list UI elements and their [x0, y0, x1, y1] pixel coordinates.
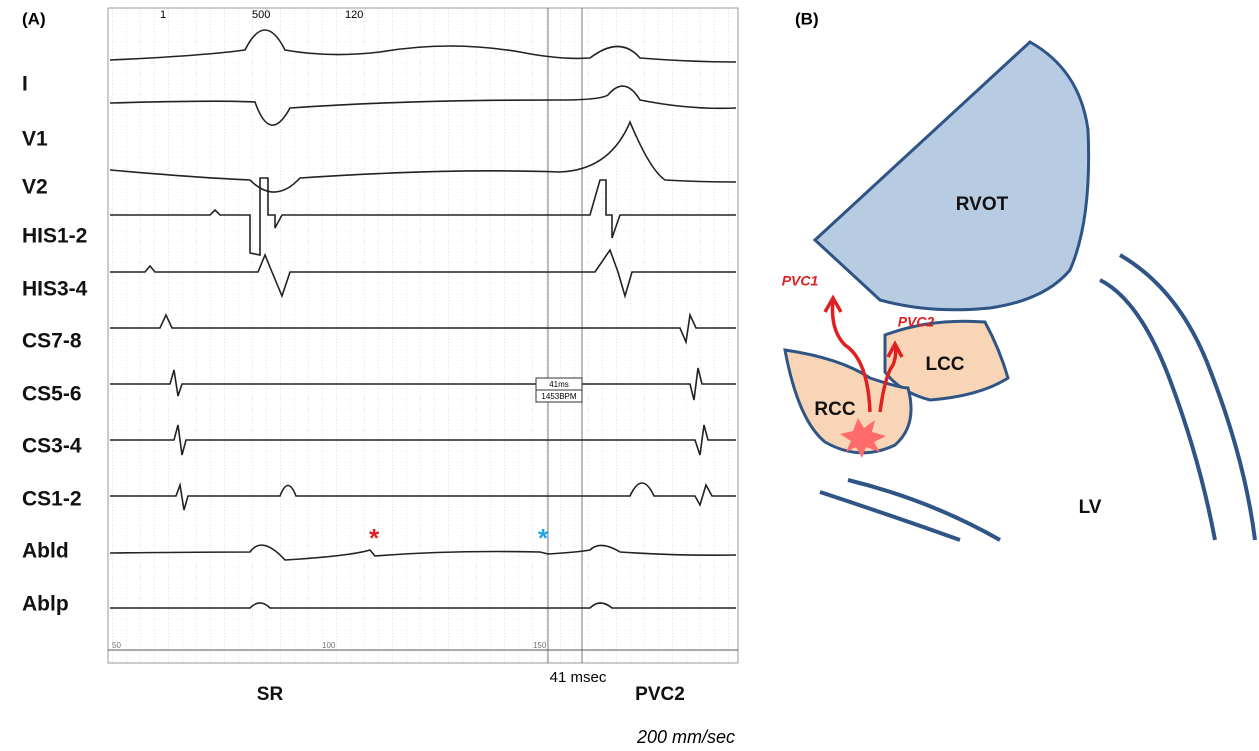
panel-label: (B): [795, 9, 819, 28]
panel-b: (B) PVC1 PVC2 RVOT LCC RCC LV: [782, 9, 1257, 542]
channel-label: Ablp: [22, 593, 69, 616]
channel-label: HIS3-4: [22, 278, 88, 301]
bottom-label: SR: [257, 684, 284, 705]
channel-label: CS7-8: [22, 330, 82, 353]
arrow-label: PVC1: [782, 273, 819, 289]
region-label: RVOT: [956, 194, 1009, 215]
interval-label: 41 msec: [550, 669, 607, 686]
channel-label: CS3-4: [22, 435, 82, 458]
channel-label: CS5-6: [22, 383, 82, 406]
channel-label: Abld: [22, 540, 69, 563]
channel-label: V1: [22, 128, 48, 151]
rvot: [812, 40, 1091, 312]
ruler-number: 100: [322, 641, 336, 650]
origin-burst: [840, 418, 886, 458]
region-label: RCC: [814, 399, 855, 420]
channel-label: V2: [22, 176, 48, 199]
box-text: 41ms: [549, 380, 569, 389]
top-number: 120: [345, 9, 363, 21]
rcc: [783, 348, 913, 455]
arrow-label: PVC2: [898, 314, 935, 330]
marker: *: [538, 523, 549, 553]
channel-label: HIS1-2: [22, 225, 87, 248]
lcc: [883, 319, 1010, 402]
ecg-grid: [107, 7, 739, 664]
top-number: 500: [252, 9, 270, 21]
top-number: 1: [160, 9, 166, 21]
walls: [819, 253, 1257, 542]
region-label: LV: [1079, 497, 1102, 518]
panel-a: 41ms 1453BPM 1 500 120 50 100 150 * * (A…: [22, 7, 739, 747]
box-text: 1453BPM: [541, 392, 576, 401]
ruler-number: 50: [112, 641, 121, 650]
bottom-label: PVC2: [635, 684, 685, 705]
panel-label: (A): [22, 9, 46, 28]
arrows: [823, 294, 904, 413]
channel-label: CS1-2: [22, 488, 82, 511]
region-label: LCC: [925, 354, 964, 375]
traces: [109, 29, 737, 609]
ruler-number: 150: [533, 641, 547, 650]
channel-label: I: [22, 73, 28, 96]
marker: *: [369, 523, 380, 553]
speed-label: 200 mm/sec: [636, 727, 735, 747]
